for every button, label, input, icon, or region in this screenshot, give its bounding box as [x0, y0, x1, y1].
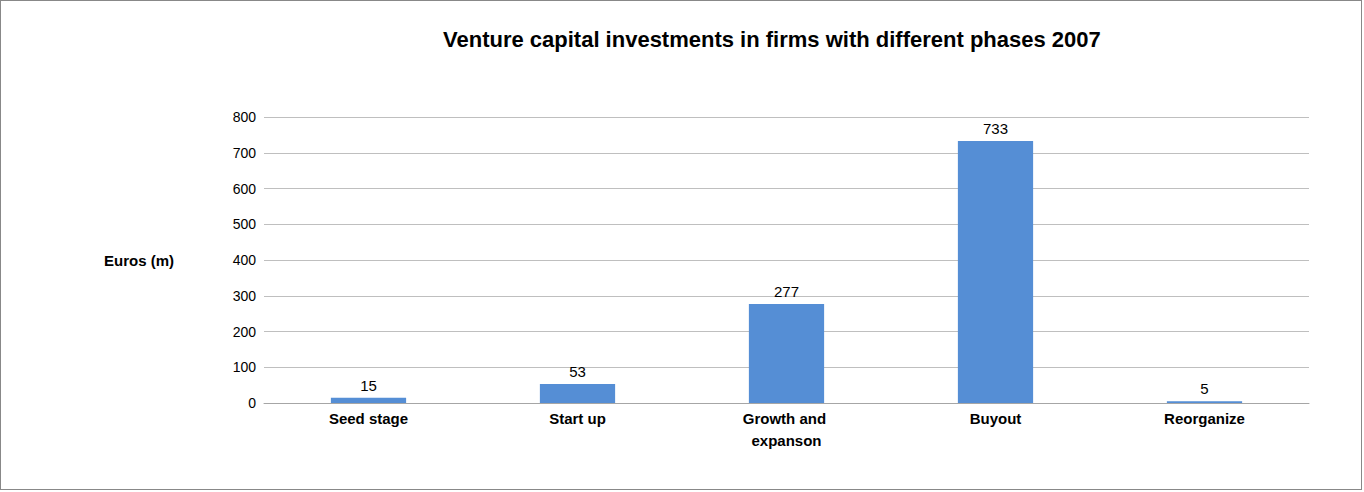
svg-text:5: 5: [1200, 380, 1208, 397]
svg-text:400: 400: [233, 252, 257, 268]
svg-text:277: 277: [774, 283, 799, 300]
svg-text:15: 15: [360, 377, 377, 394]
svg-text:800: 800: [233, 109, 257, 125]
svg-text:700: 700: [233, 145, 257, 161]
svg-text:Reorganize: Reorganize: [1164, 410, 1245, 427]
svg-text:53: 53: [569, 363, 586, 380]
svg-text:expanson: expanson: [751, 432, 821, 449]
svg-text:Seed stage: Seed stage: [329, 410, 408, 427]
svg-text:Growth and: Growth and: [743, 410, 831, 427]
svg-text:Venture capital investments in: Venture capital investments in firms wit…: [443, 27, 1101, 52]
svg-text:600: 600: [233, 181, 257, 197]
svg-text:733: 733: [983, 120, 1008, 137]
svg-text:200: 200: [233, 324, 257, 340]
svg-text:Buyout: Buyout: [970, 410, 1022, 427]
svg-text:500: 500: [233, 216, 257, 232]
svg-text:Start up: Start up: [549, 410, 606, 427]
svg-text:100: 100: [233, 359, 257, 375]
svg-text:0: 0: [248, 395, 256, 411]
svg-text:Euros (m): Euros (m): [104, 252, 174, 269]
svg-text:300: 300: [233, 288, 257, 304]
